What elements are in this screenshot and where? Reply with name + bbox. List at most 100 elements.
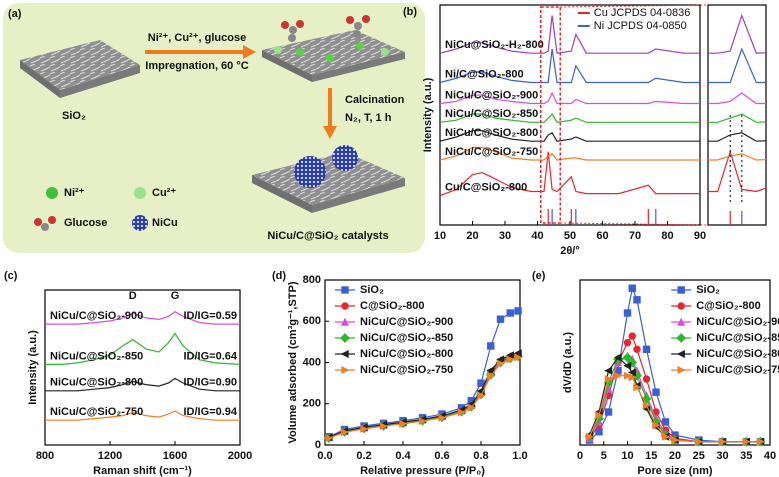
y-tick-label: 200 xyxy=(303,398,321,410)
marker xyxy=(496,315,505,323)
x-tick-label: 10 xyxy=(621,450,633,462)
silica-substrate xyxy=(20,60,60,98)
y-tick-label: 600 xyxy=(303,315,321,327)
y-axis-label: Intensity (a.u.) xyxy=(27,330,39,405)
ratio-label: ID/IG=0.64 xyxy=(183,350,237,362)
marker xyxy=(614,371,623,380)
x-tick-label: 90 xyxy=(694,230,706,242)
x-tick-label: 5 xyxy=(601,450,607,462)
marker xyxy=(496,359,505,368)
x-tick-label: 15 xyxy=(645,450,657,462)
marker xyxy=(399,419,408,428)
series-label: NiCu/C@SiO₂-850 xyxy=(445,108,538,120)
y-axis-label: dV/dD (a.u.) xyxy=(562,332,574,393)
x-tick-label: 40 xyxy=(531,230,543,242)
plot-area xyxy=(323,307,523,443)
marker xyxy=(633,383,642,392)
legend-label: NiCu/C@SiO₂-850 xyxy=(360,332,453,344)
marker xyxy=(756,437,765,446)
y-tick-label: 800 xyxy=(303,274,321,286)
legend-marker xyxy=(677,317,686,326)
legend-icon xyxy=(46,187,58,199)
marker xyxy=(585,432,594,441)
series-line xyxy=(45,310,240,325)
step-label: Impregnation, 60 °C xyxy=(145,60,248,72)
x-tick-label: 1200 xyxy=(98,450,122,462)
zoom-box xyxy=(540,6,561,224)
marker xyxy=(506,355,515,364)
catalyst-substrate xyxy=(252,175,312,213)
ratio-label: ID/IG=0.59 xyxy=(183,310,237,322)
x-tick-label: 20 xyxy=(669,450,681,462)
series-line xyxy=(439,146,700,161)
x-tick-label: 70 xyxy=(629,230,641,242)
catalyst-substrate xyxy=(312,178,405,213)
zoom-connector xyxy=(560,222,709,226)
marker xyxy=(628,373,637,382)
plot-area xyxy=(584,284,766,447)
x-axis-label: Pore size (nm) xyxy=(637,465,713,477)
x-tick-label: 20 xyxy=(466,230,478,242)
series-line xyxy=(708,13,766,54)
marker xyxy=(627,368,636,377)
series-label: NiCu/C@SiO₂-750 xyxy=(445,146,538,158)
marker xyxy=(604,366,613,375)
marker xyxy=(514,307,522,315)
step-label: Ni²⁺, Cu²⁺, glucose xyxy=(148,32,246,44)
legend-label: NiCu xyxy=(152,217,178,229)
peak-label: D xyxy=(129,290,137,302)
x-axis-label: 2θ/° xyxy=(560,245,580,257)
marker xyxy=(487,342,495,350)
marker xyxy=(457,408,466,417)
marker xyxy=(695,437,704,446)
marker xyxy=(742,437,751,446)
series-label: NiCu/C@SiO₂-750 xyxy=(50,406,143,418)
legend-label: NiCu/C@SiO₂-900 xyxy=(360,316,453,328)
x-tick-label: 1600 xyxy=(163,450,187,462)
x-tick-label: 50 xyxy=(564,230,576,242)
glucose-molecules xyxy=(274,15,389,62)
legend-label: Cu²⁺ xyxy=(152,187,176,199)
marker xyxy=(438,413,447,422)
legend-label: NiCu/C@SiO₂-750 xyxy=(696,364,779,376)
legend-label: Ni JCPDS 04-0850 xyxy=(594,20,687,32)
series-line xyxy=(439,130,700,142)
marker xyxy=(506,309,514,317)
series-label: NiCu/C@SiO₂-900 xyxy=(50,310,143,322)
series-line xyxy=(439,91,700,105)
arrow xyxy=(323,126,337,139)
legend-label: SiO₂ xyxy=(696,284,720,296)
legend-marker xyxy=(677,286,685,294)
marker xyxy=(622,352,633,363)
product-label: NiCu/C@SiO₂ catalysts xyxy=(267,230,388,242)
marker xyxy=(496,355,505,364)
x-tick-label: 25 xyxy=(693,450,705,462)
series-line xyxy=(708,153,766,161)
ratio-label: ID/IG=0.94 xyxy=(183,406,237,418)
x-tick-label: 80 xyxy=(661,230,673,242)
marker xyxy=(595,428,603,436)
marker xyxy=(671,436,680,445)
legend-icon xyxy=(134,187,146,199)
x-tick-label: 30 xyxy=(716,450,728,462)
zoom-connector xyxy=(560,4,709,8)
series-label: Ni/C@SiO₂-800 xyxy=(445,68,524,80)
legend-icon xyxy=(34,216,56,231)
legend-label: SiO₂ xyxy=(360,284,384,296)
inset-frame xyxy=(707,4,767,226)
marker xyxy=(340,428,349,437)
silica-substrate xyxy=(60,65,140,98)
impregnated-substrate xyxy=(262,50,312,82)
plot-area xyxy=(45,310,241,421)
series-label: NiCu/C@SiO₂-850 xyxy=(50,350,143,362)
marker xyxy=(661,418,670,426)
legend-marker xyxy=(676,333,687,343)
legend-label: NiCu/C@SiO₂-750 xyxy=(360,364,453,376)
marker xyxy=(595,411,604,420)
y-tick-label: 0 xyxy=(315,439,321,451)
marker xyxy=(505,351,514,360)
marker xyxy=(613,353,622,362)
marker xyxy=(487,371,496,380)
legend-marker xyxy=(340,333,350,343)
series-line xyxy=(708,47,766,84)
